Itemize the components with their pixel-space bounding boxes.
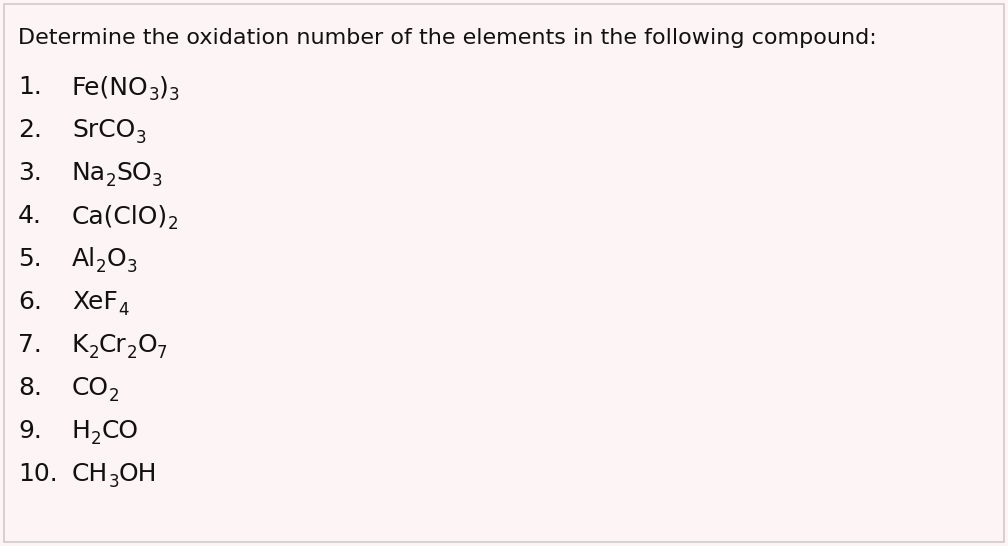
Text: Fe(NO: Fe(NO: [72, 75, 148, 99]
Text: 3.: 3.: [18, 161, 42, 185]
Text: O: O: [137, 333, 157, 357]
Text: Cr: Cr: [99, 333, 127, 357]
Text: 3: 3: [108, 473, 119, 491]
Text: H: H: [72, 419, 91, 443]
Text: K: K: [72, 333, 89, 357]
Text: 2: 2: [91, 430, 102, 448]
Text: 2: 2: [96, 258, 107, 276]
Text: 2: 2: [127, 344, 137, 362]
Text: 2.: 2.: [18, 118, 42, 142]
Text: 4: 4: [118, 301, 128, 319]
Text: 2: 2: [89, 344, 99, 362]
FancyBboxPatch shape: [4, 4, 1004, 542]
Text: 2: 2: [109, 387, 120, 405]
Text: 8.: 8.: [18, 376, 42, 400]
Text: 1.: 1.: [18, 75, 42, 99]
Text: 10.: 10.: [18, 462, 57, 486]
Text: CO: CO: [72, 376, 109, 400]
Text: XeF: XeF: [72, 290, 118, 314]
Text: SrCO: SrCO: [72, 118, 135, 142]
Text: 3: 3: [169, 86, 179, 104]
Text: 2: 2: [168, 215, 178, 233]
Text: Al: Al: [72, 247, 96, 271]
Text: CH: CH: [72, 462, 108, 486]
Text: Ca(ClO): Ca(ClO): [72, 204, 168, 228]
Text: 7.: 7.: [18, 333, 42, 357]
Text: 7: 7: [157, 344, 167, 362]
Text: 3: 3: [148, 86, 159, 104]
Text: 4.: 4.: [18, 204, 42, 228]
Text: ): ): [159, 75, 169, 99]
Text: 6.: 6.: [18, 290, 42, 314]
Text: 2: 2: [106, 172, 117, 190]
Text: 3: 3: [126, 258, 137, 276]
Text: O: O: [107, 247, 126, 271]
Text: OH: OH: [119, 462, 157, 486]
Text: 9.: 9.: [18, 419, 42, 443]
Text: 3: 3: [152, 172, 162, 190]
Text: 3: 3: [135, 129, 146, 147]
Text: 5.: 5.: [18, 247, 41, 271]
Text: SO: SO: [117, 161, 152, 185]
Text: CO: CO: [102, 419, 138, 443]
Text: Determine the oxidation number of the elements in the following compound:: Determine the oxidation number of the el…: [18, 28, 877, 48]
Text: Na: Na: [72, 161, 106, 185]
